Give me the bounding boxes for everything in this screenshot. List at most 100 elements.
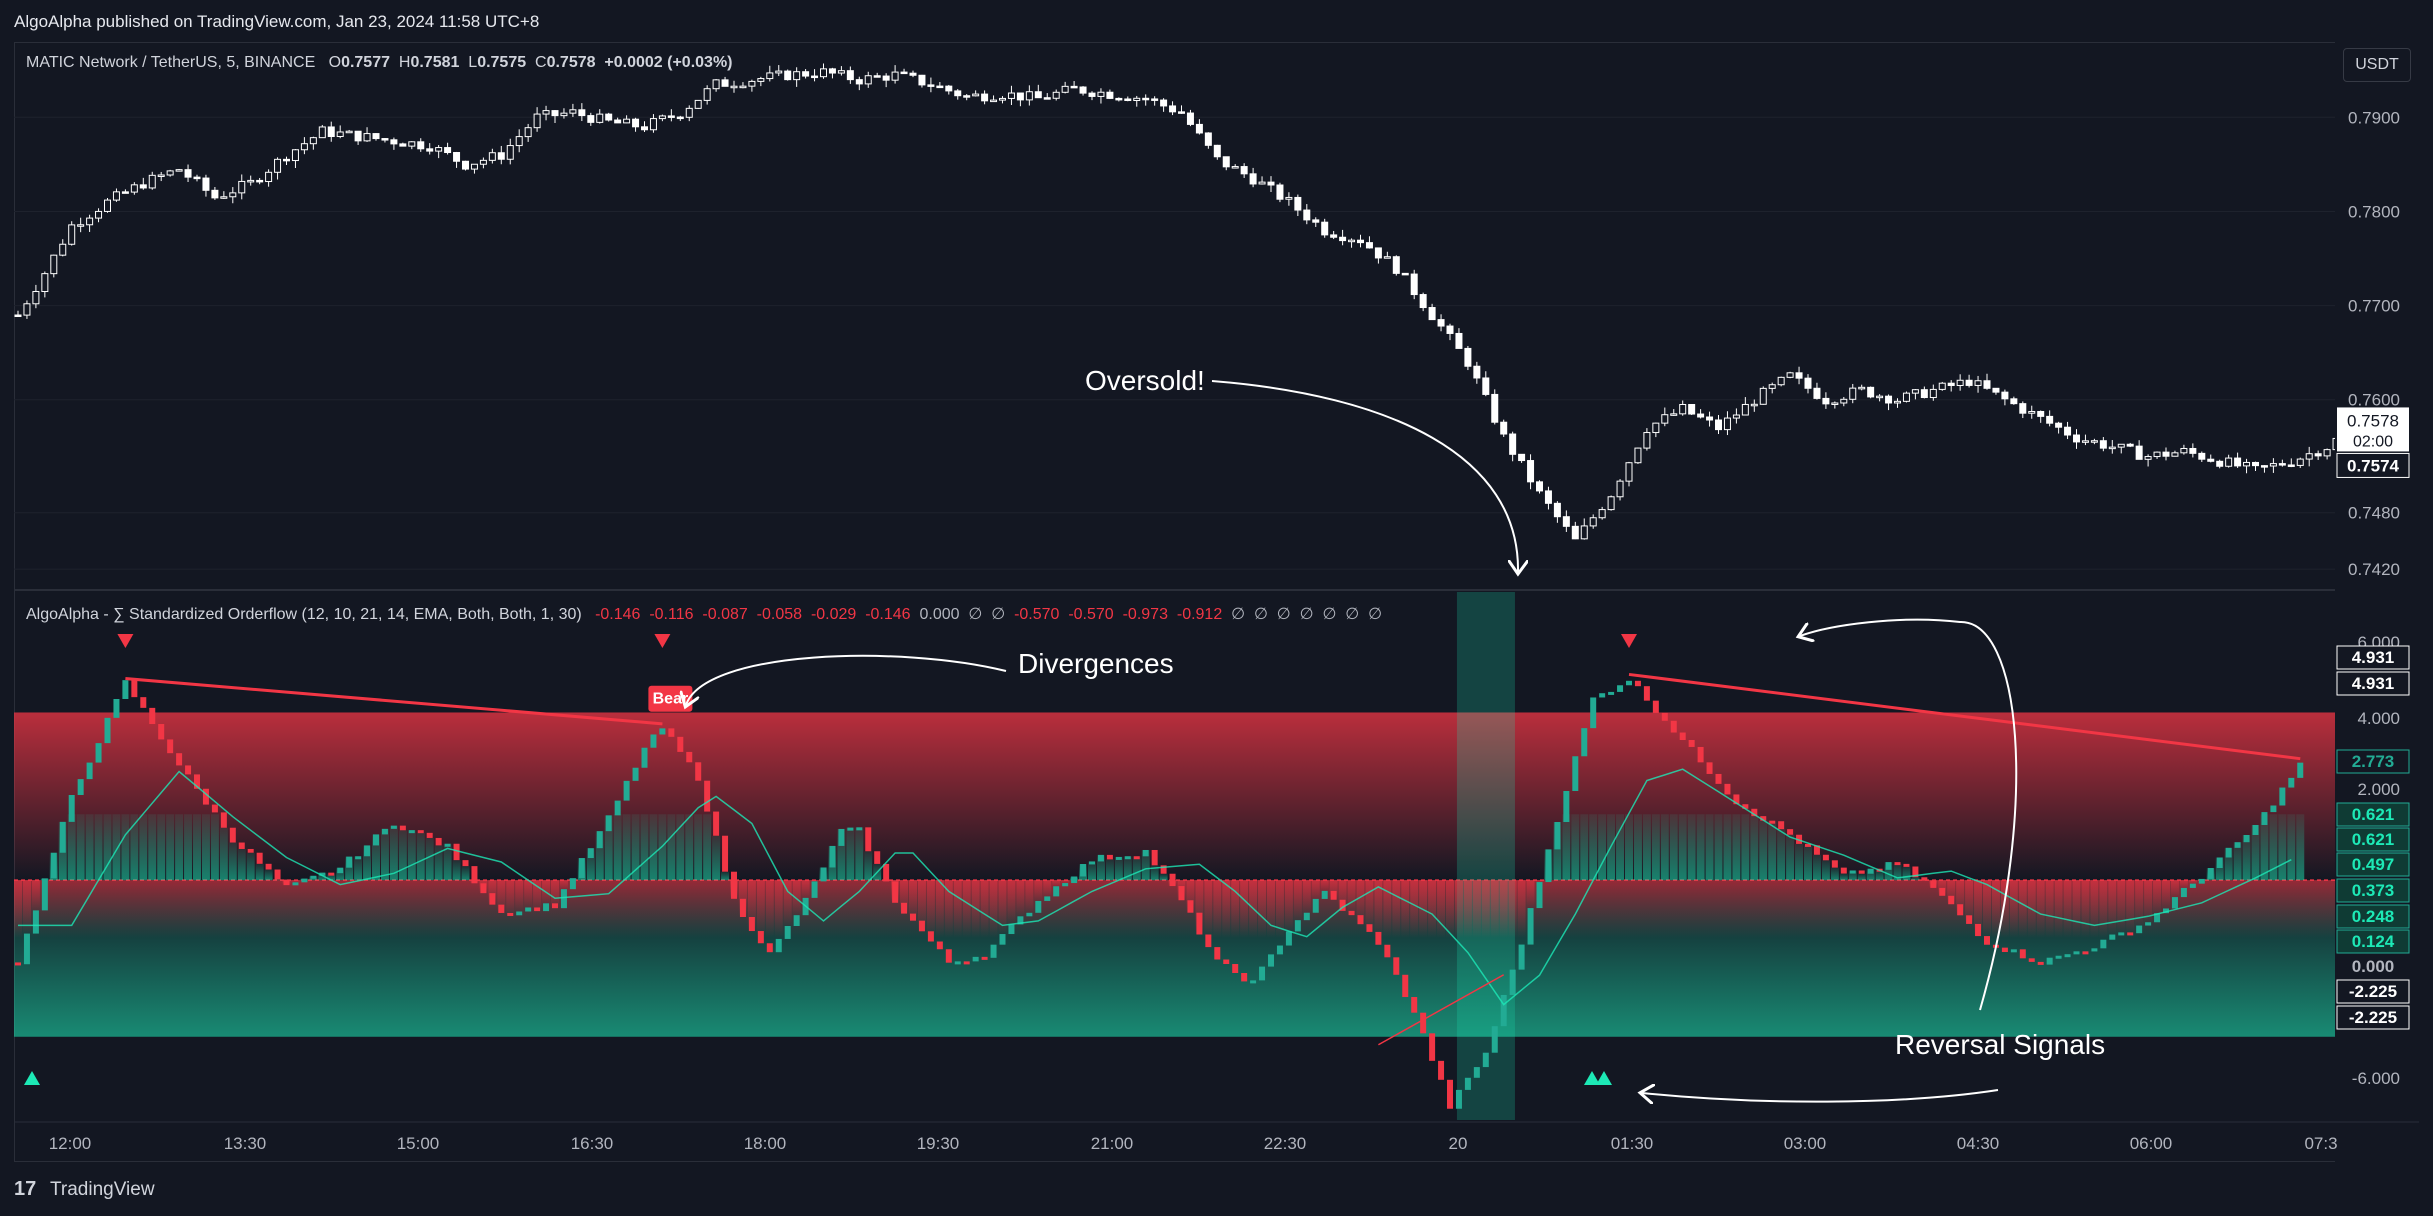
candle-down xyxy=(1142,97,1150,101)
candle-up xyxy=(1383,256,1391,259)
candle-up xyxy=(1831,402,1839,405)
tradingview-brand[interactable]: TradingView xyxy=(50,1179,155,1200)
osc-bar-up xyxy=(1509,969,1516,995)
flow-column xyxy=(801,880,810,898)
flow-column xyxy=(2170,880,2179,898)
candle-up xyxy=(1956,379,1964,386)
osc-bar-up xyxy=(829,845,836,868)
flow-column xyxy=(1804,845,1812,881)
candle-down xyxy=(1392,256,1400,274)
osc-bar-up xyxy=(1626,680,1632,686)
osc-bar-up xyxy=(632,767,639,781)
candle-down xyxy=(1079,86,1087,94)
candle-up xyxy=(336,131,344,138)
osc-value-label: 0.373 xyxy=(2352,881,2395,900)
symbol-title[interactable]: MATIC Network / TetherUS, 5, BINANCE xyxy=(26,54,316,71)
flow-column xyxy=(2090,880,2099,938)
flow-column xyxy=(488,880,497,905)
osc-bar-up xyxy=(355,856,362,860)
flow-column xyxy=(1902,866,1911,881)
indicator-title[interactable]: AlgoAlpha - ∑ Standardized Orderflow (12… xyxy=(26,606,582,623)
flow-column xyxy=(1490,880,1499,938)
flow-column xyxy=(1947,880,1956,905)
candle-down xyxy=(497,152,505,160)
candle-up xyxy=(837,70,845,74)
flow-column xyxy=(1526,880,1535,909)
candle-up xyxy=(2028,410,2036,414)
flow-column xyxy=(94,814,103,881)
candle-down xyxy=(1240,166,1248,175)
candle-down xyxy=(1357,239,1364,244)
osc-bar-up xyxy=(337,867,344,874)
osc-bar-up xyxy=(1599,693,1606,698)
candle-down xyxy=(1267,181,1275,186)
candle-down xyxy=(1249,173,1257,185)
flow-column xyxy=(685,814,694,881)
candle-down xyxy=(1374,247,1382,259)
osc-tick-label: -6.000 xyxy=(2352,1069,2400,1088)
flow-column xyxy=(345,856,354,881)
osc-bar-down xyxy=(274,869,281,880)
candle-down xyxy=(846,70,854,81)
indicator-value: ∅ xyxy=(959,606,983,623)
osc-bar-up xyxy=(1518,944,1525,970)
divergence-line xyxy=(1628,672,2301,761)
osc-tick-label: 4.000 xyxy=(2357,709,2400,728)
flow-column xyxy=(497,880,506,913)
last-price-label: 0.7578 xyxy=(2347,411,2399,430)
tradingview-logo-icon[interactable]: 17 xyxy=(14,1178,37,1200)
osc-bar-down xyxy=(435,837,442,846)
candle-down xyxy=(1339,236,1347,242)
flow-column xyxy=(1446,880,1454,938)
osc-bar-down xyxy=(131,680,138,698)
osc-bar-up xyxy=(1026,912,1033,917)
candle-up xyxy=(1938,382,1946,390)
flow-column xyxy=(1347,880,1356,916)
candle-down xyxy=(1446,325,1454,334)
osc-bar-up xyxy=(784,925,791,939)
osc-bar-down xyxy=(981,956,988,960)
osc-bar-down xyxy=(1393,957,1400,975)
candle-down xyxy=(1276,184,1284,200)
flow-column xyxy=(1025,880,1034,913)
candle-down xyxy=(1365,242,1373,249)
osc-bar-up xyxy=(390,825,397,829)
osc-bar-up xyxy=(1259,966,1266,981)
flow-column xyxy=(2153,880,2162,914)
currency-button[interactable]: USDT xyxy=(2343,48,2411,82)
candle-down xyxy=(1419,294,1427,309)
flow-column xyxy=(1141,849,1150,881)
low-value: 0.7575 xyxy=(477,54,527,71)
flow-column xyxy=(1517,880,1526,938)
oversold-zone xyxy=(14,880,2335,1037)
candle-down xyxy=(193,176,201,180)
osc-bar-down xyxy=(901,902,908,914)
osc-value-tag xyxy=(2336,929,2410,954)
osc-bar-up xyxy=(310,875,317,879)
osc-value-tag xyxy=(2336,852,2410,877)
indicator-value: -0.116 xyxy=(640,606,694,623)
flow-column xyxy=(2099,880,2108,938)
flow-column xyxy=(76,814,85,881)
osc-bar-down xyxy=(1187,900,1194,913)
flow-column xyxy=(327,873,336,881)
flow-column xyxy=(1678,814,1687,881)
candle-down xyxy=(1160,99,1168,107)
candle-up xyxy=(1840,398,1848,404)
flow-column xyxy=(1651,814,1660,881)
candle-up xyxy=(1858,386,1866,390)
osc-bar-down xyxy=(453,843,460,861)
osc-bar-up xyxy=(587,848,594,859)
candle-up xyxy=(166,170,174,176)
flow-column xyxy=(2224,847,2233,881)
osc-bar-up xyxy=(1482,1052,1489,1068)
flow-column xyxy=(1213,880,1222,938)
flow-column xyxy=(1786,834,1795,881)
flow-column xyxy=(676,814,685,881)
candle-down xyxy=(1715,419,1722,431)
flow-column xyxy=(1562,814,1571,881)
flow-column xyxy=(1553,822,1562,881)
flow-column xyxy=(2188,880,2197,884)
candle-up xyxy=(2296,458,2304,466)
